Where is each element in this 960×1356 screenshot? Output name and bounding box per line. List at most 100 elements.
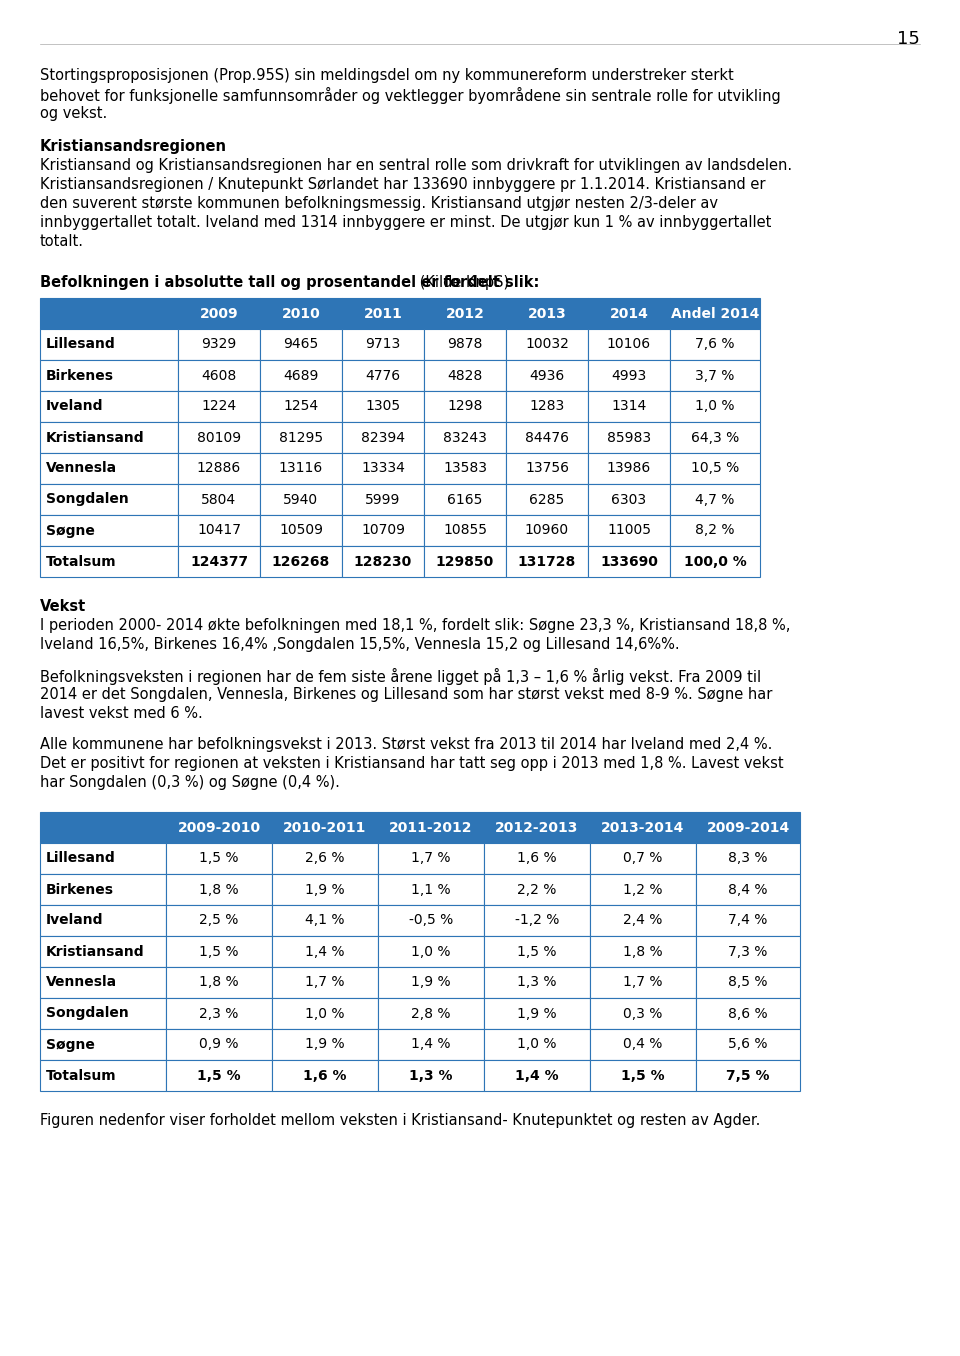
Text: den suverent største kommunen befolkningsmessig. Kristiansand utgjør nesten 2/3-: den suverent største kommunen befolkning… [40, 197, 718, 212]
Text: Lillesand: Lillesand [46, 338, 116, 351]
Text: 0,7 %: 0,7 % [623, 852, 662, 865]
Text: 10960: 10960 [525, 523, 569, 537]
Text: 7,6 %: 7,6 % [695, 338, 734, 351]
Bar [588, 298, 670, 330]
Bar [272, 843, 378, 875]
Bar [40, 875, 166, 904]
Bar [378, 936, 484, 967]
Bar [424, 298, 506, 330]
Text: 2011-2012: 2011-2012 [389, 820, 472, 834]
Text: 13756: 13756 [525, 461, 569, 476]
Bar [166, 875, 272, 904]
Text: 80109: 80109 [197, 430, 241, 445]
Bar [272, 1029, 378, 1060]
Text: 2009: 2009 [200, 306, 238, 320]
Text: 2,5 %: 2,5 % [200, 914, 239, 928]
Bar [670, 391, 760, 422]
Text: -0,5 %: -0,5 % [409, 914, 453, 928]
Text: 0,4 %: 0,4 % [623, 1037, 662, 1051]
Text: Birkenes: Birkenes [46, 369, 114, 382]
Bar [696, 812, 800, 843]
Bar [260, 298, 342, 330]
Text: 10509: 10509 [279, 523, 323, 537]
Text: Søgne: Søgne [46, 1037, 95, 1051]
Bar [342, 298, 424, 330]
Text: 4993: 4993 [612, 369, 647, 382]
Text: (Kilde KnpS): (Kilde KnpS) [415, 275, 509, 290]
Bar [40, 330, 178, 359]
Text: 5999: 5999 [366, 492, 400, 507]
Text: Kristiansand og Kristiansandsregionen har en sentral rolle som drivkraft for utv: Kristiansand og Kristiansandsregionen ha… [40, 159, 792, 174]
Text: Kristiansandsregionen / Knutepunkt Sørlandet har 133690 innbyggere pr 1.1.2014. : Kristiansandsregionen / Knutepunkt Sørla… [40, 178, 765, 193]
Text: 2012-2013: 2012-2013 [495, 820, 579, 834]
Text: -1,2 %: -1,2 % [515, 914, 559, 928]
Text: 2014: 2014 [610, 306, 648, 320]
Bar [424, 453, 506, 484]
Bar [590, 904, 696, 936]
Bar [272, 936, 378, 967]
Text: 2,8 %: 2,8 % [411, 1006, 451, 1021]
Text: 2,4 %: 2,4 % [623, 914, 662, 928]
Bar [424, 484, 506, 515]
Text: Kristiansandsregionen: Kristiansandsregionen [40, 140, 227, 155]
Text: 8,5 %: 8,5 % [729, 975, 768, 990]
Text: 124377: 124377 [190, 555, 248, 568]
Bar [260, 359, 342, 391]
Bar [670, 546, 760, 578]
Text: 82394: 82394 [361, 430, 405, 445]
Text: 10709: 10709 [361, 523, 405, 537]
Bar [590, 812, 696, 843]
Bar [696, 998, 800, 1029]
Bar [40, 998, 166, 1029]
Text: 13116: 13116 [278, 461, 324, 476]
Bar [696, 1060, 800, 1092]
Text: 133690: 133690 [600, 555, 658, 568]
Bar [342, 330, 424, 359]
Bar [590, 1029, 696, 1060]
Text: Alle kommunene har befolkningsvekst i 2013. Størst vekst fra 2013 til 2014 har I: Alle kommunene har befolkningsvekst i 20… [40, 738, 773, 753]
Bar [342, 484, 424, 515]
Text: 9329: 9329 [202, 338, 236, 351]
Text: 2013-2014: 2013-2014 [601, 820, 684, 834]
Text: 4,7 %: 4,7 % [695, 492, 734, 507]
Text: 4,1 %: 4,1 % [305, 914, 345, 928]
Text: Iveland: Iveland [46, 914, 104, 928]
Bar [178, 453, 260, 484]
Text: 13334: 13334 [361, 461, 405, 476]
Text: 81295: 81295 [279, 430, 324, 445]
Bar [378, 843, 484, 875]
Text: 1,2 %: 1,2 % [623, 883, 662, 896]
Text: 9878: 9878 [447, 338, 483, 351]
Text: 7,3 %: 7,3 % [729, 945, 768, 959]
Text: 1,9 %: 1,9 % [517, 1006, 557, 1021]
Bar [484, 936, 590, 967]
Bar [506, 330, 588, 359]
Text: 4828: 4828 [447, 369, 483, 382]
Text: 10032: 10032 [525, 338, 569, 351]
Text: 5804: 5804 [202, 492, 236, 507]
Bar [378, 1029, 484, 1060]
Bar [272, 1060, 378, 1092]
Text: 11005: 11005 [607, 523, 651, 537]
Bar [696, 967, 800, 998]
Bar [342, 359, 424, 391]
Text: Befolkningen i absolutte tall og prosentandel er fordelt slik:: Befolkningen i absolutte tall og prosent… [40, 275, 540, 290]
Text: innbyggertallet totalt. Iveland med 1314 innbyggere er minst. De utgjør kun 1 % : innbyggertallet totalt. Iveland med 1314… [40, 216, 772, 231]
Bar [378, 967, 484, 998]
Text: 1224: 1224 [202, 400, 236, 414]
Text: Songdalen: Songdalen [46, 492, 129, 507]
Text: 10417: 10417 [197, 523, 241, 537]
Bar [588, 391, 670, 422]
Text: 1,8 %: 1,8 % [199, 883, 239, 896]
Bar [166, 812, 272, 843]
Bar [506, 546, 588, 578]
Bar [588, 515, 670, 546]
Text: 1,0 %: 1,0 % [411, 945, 451, 959]
Bar [40, 1029, 166, 1060]
Bar [272, 904, 378, 936]
Text: 9713: 9713 [366, 338, 400, 351]
Text: 1,9 %: 1,9 % [305, 883, 345, 896]
Text: 1,7 %: 1,7 % [623, 975, 662, 990]
Bar [506, 298, 588, 330]
Bar [590, 998, 696, 1029]
